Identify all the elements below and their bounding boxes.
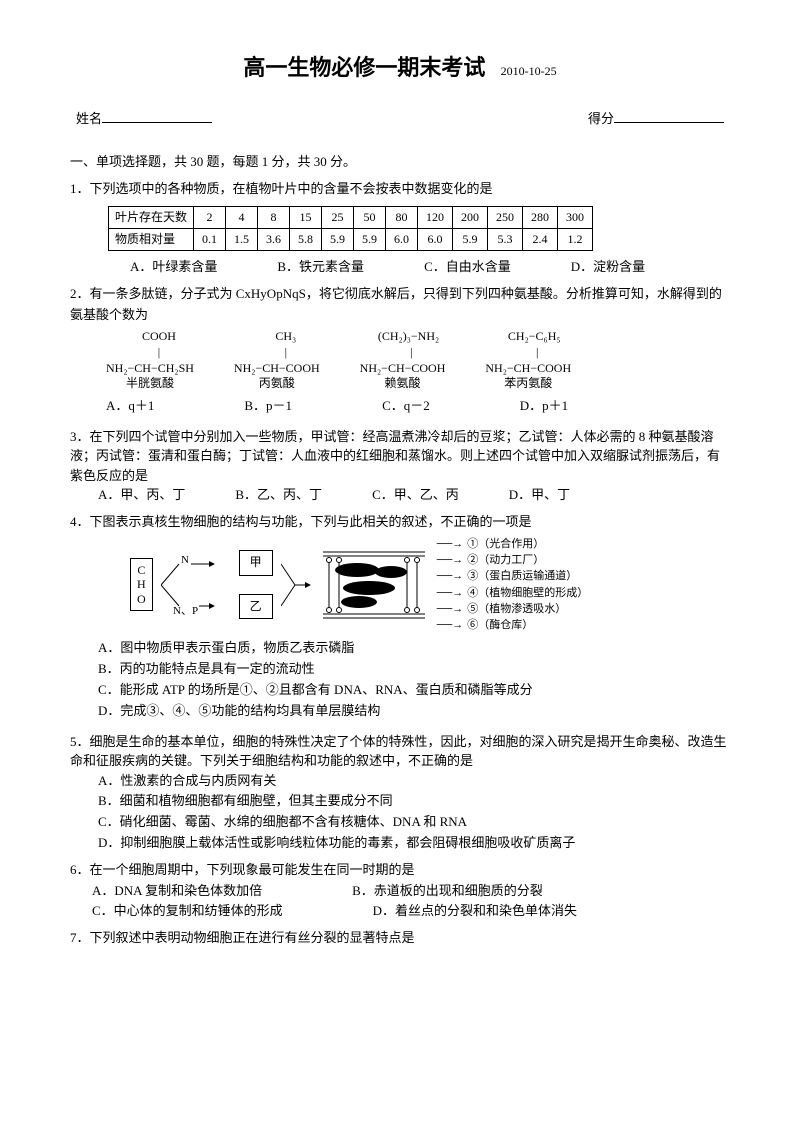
q1-optB: B．铁元素含量 [277,257,364,278]
question-4: 4．下图表示真核生物细胞的结构与功能，下列与此相关的叙述，不正确的一项是 CHO… [70,512,730,722]
q4-right-labels: ──→①（光合作用） ──→②（动力工厂） ──→③（蛋白质运输通道） ──→④… [437,537,589,633]
arrows-left: N N、P [161,552,231,618]
q3-optB: B．乙、丙、丁 [235,485,322,506]
q2-amino-acids: COOH |NH₂−CH−CH₂SH 半胱氨酸 CH₃ |NH₂−CH−COOH… [70,329,730,391]
q6-optA: A．DNA 复制和染色体数加倍 [92,881,262,902]
svg-text:N: N [181,554,189,566]
q2-optD: D．p＋1 [520,396,568,417]
aa-2: CH₃ |NH₂−CH−COOH 丙氨酸 [234,329,320,391]
q1-optC: C．自由水含量 [424,257,511,278]
q2-optB: B．p－1 [244,396,292,417]
q6-optD: D．着丝点的分裂和和染色单体消失 [373,901,577,922]
name-label: 姓名 [76,109,212,130]
name-score-row: 姓名 得分 [70,109,730,130]
box-jia: 甲 [239,550,273,575]
question-6: 6．在一个细胞周期中，下列现象最可能发生在同一时期的是 A．DNA 复制和染色体… [70,860,730,922]
cho-box: CHO [130,558,153,611]
q4-text: 4．下图表示真核生物细胞的结构与功能，下列与此相关的叙述，不正确的一项是 [70,512,730,533]
q6-text: 6．在一个细胞周期中，下列现象最可能发生在同一时期的是 [70,860,730,881]
question-7: 7．下列叙述中表明动物细胞正在进行有丝分裂的显著特点是 [70,928,730,949]
membrane-icon: 丙 [319,546,429,624]
q5-optD: D．抑制细胞膜上载体活性或影响线粒体功能的毒素，都会阻碍根细胞吸收矿质离子 [70,833,730,854]
aa-4: CH₂−C₆H₅ |NH₂−CH−COOH 苯丙氨酸 [485,329,571,391]
q6-row2: C．中心体的复制和纺锤体的形成 D．着丝点的分裂和和染色单体消失 [70,901,730,922]
title-date: 2010-10-25 [501,64,557,78]
section-1-head: 一、单项选择题，共 30 题，每题 1 分，共 30 分。 [70,152,730,173]
page-title: 高一生物必修一期末考试 2010-10-25 [70,50,730,85]
title-text: 高一生物必修一期末考试 [243,55,485,80]
q5-text: 5．细胞是生命的基本单位，细胞的特殊性决定了个体的特殊性，因此，对细胞的深入研究… [70,732,730,771]
q3-optC: C．甲、乙、丙 [372,485,459,506]
q4-optC: C．能形成 ATP 的场所是①、②且都含有 DNA、RNA、蛋白质和磷脂等成分 [70,680,730,701]
q1-options: A．叶绿素含量 B．铁元素含量 C．自由水含量 D．淀粉含量 [70,257,730,278]
q4-figure: CHO N N、P 甲 乙 [70,537,730,633]
q1-optD: D．淀粉含量 [571,257,645,278]
q3-optA: A．甲、丙、丁 [98,485,185,506]
q3-optD: D．甲、丁 [509,485,570,506]
q4-optB: B．丙的功能特点是具有一定的流动性 [70,659,730,680]
aa-1: COOH |NH₂−CH−CH₂SH 半胱氨酸 [106,329,194,391]
q3-options: A．甲、丙、丁 B．乙、丙、丁 C．甲、乙、丙 D．甲、丁 [70,485,730,506]
score-label: 得分 [588,109,724,130]
question-3: 3．在下列四个试管中分别加入一些物质，甲试管：经高温煮沸冷却后的豆浆；乙试管：人… [70,427,730,506]
question-5: 5．细胞是生命的基本单位，细胞的特殊性决定了个体的特殊性，因此，对细胞的深入研究… [70,732,730,854]
q6-optB: B．赤道板的出现和细胞质的分裂 [352,881,543,902]
question-1: 1．下列选项中的各种物质，在植物叶片中的含量不会按表中数据变化的是 叶片存在天数… [70,179,730,278]
q1-optA: A．叶绿素含量 [130,257,217,278]
svg-text:N、P: N、P [173,605,198,617]
box-yi: 乙 [239,594,273,619]
q6-optC: C．中心体的复制和纺锤体的形成 [92,901,283,922]
question-2: 2．有一条多肽链，分子式为 CxHyOpNqS，将它彻底水解后，只得到下列四种氨… [70,284,730,417]
q2-optA: A．q＋1 [106,396,154,417]
q1-table: 叶片存在天数 24815255080120200250280300 物质相对量 … [108,206,593,251]
merge-arrow [281,552,311,618]
q4-optA: A．图中物质甲表示蛋白质，物质乙表示磷脂 [70,638,730,659]
q5-optB: B．细菌和植物细胞都有细胞壁，但其主要成分不同 [70,791,730,812]
q2-text: 2．有一条多肽链，分子式为 CxHyOpNqS，将它彻底水解后，只得到下列四种氨… [70,284,730,326]
q3-text: 3．在下列四个试管中分别加入一些物质，甲试管：经高温煮沸冷却后的豆浆；乙试管：人… [70,427,730,486]
svg-text:丙: 丙 [363,623,375,624]
q4-optD: D．完成③、④、⑤功能的结构均具有单层膜结构 [70,701,730,722]
aa-3: (CH₂)₃−NH₂ |NH₂−CH−COOH 赖氨酸 [360,329,446,391]
q2-options: A．q＋1 B．p－1 C．q－2 D．p＋1 [70,396,730,417]
q7-text: 7．下列叙述中表明动物细胞正在进行有丝分裂的显著特点是 [70,928,730,949]
q6-row1: A．DNA 复制和染色体数加倍 B．赤道板的出现和细胞质的分裂 [70,881,730,902]
q1-text: 1．下列选项中的各种物质，在植物叶片中的含量不会按表中数据变化的是 [70,179,730,200]
q5-optA: A．性激素的合成与内质网有关 [70,771,730,792]
q2-optC: C．q－2 [382,396,430,417]
q5-optC: C．硝化细菌、霉菌、水绵的细胞都不含有核糖体、DNA 和 RNA [70,812,730,833]
